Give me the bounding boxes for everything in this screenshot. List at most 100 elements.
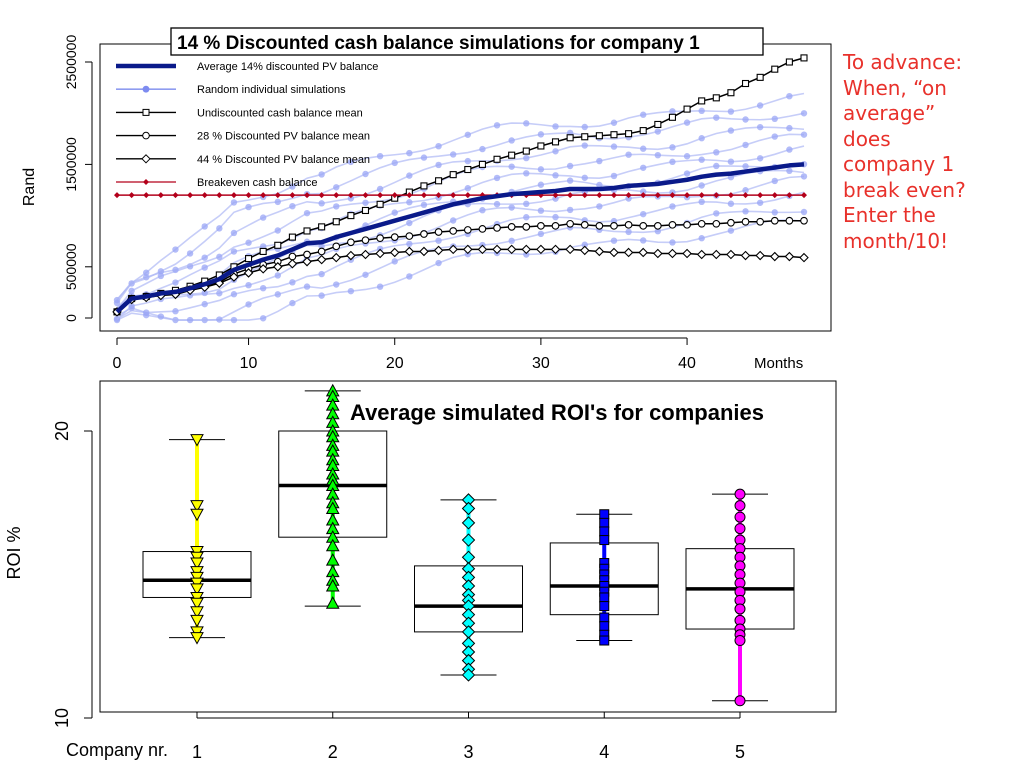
discount-44-point: [594, 246, 605, 257]
discount-44-point: [769, 251, 780, 262]
x-tick-label: 40: [678, 355, 696, 372]
simulation-point: [523, 214, 530, 221]
undiscounted-point: [376, 200, 384, 208]
data-point: [190, 597, 204, 611]
discount-28-point: [405, 232, 414, 240]
breakeven-point: [230, 192, 237, 199]
data-point: [190, 614, 204, 628]
simulation-point: [391, 258, 398, 265]
legend-marker: [143, 179, 149, 185]
undiscounted-point: [332, 218, 340, 226]
simulation-point: [318, 171, 325, 178]
discount-44-point: [433, 245, 444, 256]
discount-28-point: [756, 217, 764, 226]
breakeven-point: [304, 192, 311, 199]
x-tick-label: 3: [463, 742, 473, 762]
breakeven-point: [669, 192, 676, 199]
discount-28-point: [507, 223, 516, 231]
data-point: [734, 695, 746, 707]
undiscounted-point: [698, 97, 706, 105]
data-point: [461, 668, 476, 682]
data-point: [599, 535, 610, 546]
discount-44-point: [799, 252, 809, 263]
simulation-point: [771, 115, 778, 123]
discount-44-point: [243, 268, 254, 278]
simulation-point: [552, 213, 559, 221]
simulation-point: [216, 316, 223, 323]
simulation-point: [128, 302, 135, 310]
simulation-point: [640, 210, 647, 218]
simulation-point: [406, 199, 413, 206]
simulation-point: [333, 184, 340, 191]
simulation-point: [289, 203, 296, 210]
simulation-point: [245, 281, 252, 289]
x-tick-label: 2: [328, 742, 338, 762]
discount-44-point: [360, 249, 371, 260]
x-tick-label: 10: [240, 355, 258, 372]
discount-28-point: [595, 221, 604, 230]
simulation-point: [420, 154, 428, 161]
simulation-point: [683, 153, 691, 160]
discount-44-point: [316, 254, 327, 265]
simulation-point: [172, 246, 179, 253]
simulation-point: [259, 315, 267, 322]
simulation-point: [523, 200, 530, 208]
y-tick-label: 1500000: [63, 137, 79, 192]
simulation-point: [362, 199, 369, 206]
simulation-point: [742, 208, 749, 215]
simulation-point: [449, 151, 457, 158]
discount-28-point: [785, 216, 794, 225]
data-point: [599, 621, 610, 632]
simulation-point: [566, 206, 574, 214]
undiscounted-point: [727, 89, 735, 97]
simulation-point: [508, 137, 515, 144]
simulation-point: [669, 108, 676, 115]
breakeven-point: [727, 192, 734, 199]
discount-28-point: [727, 218, 735, 227]
simulation-point: [610, 237, 618, 244]
simulation-point: [376, 152, 384, 160]
simulation-point: [479, 145, 486, 153]
undiscounted-point: [449, 171, 457, 179]
discount-28-point: [668, 220, 677, 229]
simulation-point: [698, 107, 705, 115]
simulation-point: [771, 177, 778, 185]
undiscounted-point: [420, 182, 428, 190]
discount-28-point: [522, 223, 531, 231]
breakeven-point: [347, 192, 354, 199]
roi-boxplot: 1 2 3 4 5 10 20 Average simulated ROI's for co…: [4, 380, 837, 762]
undiscounted-point: [654, 120, 662, 129]
legend-marker: [142, 85, 150, 93]
breakeven-point: [318, 192, 325, 199]
simulation-point: [274, 198, 281, 206]
simulation-point: [552, 123, 559, 130]
simulation-point: [800, 208, 808, 216]
breakeven-point: [187, 192, 194, 199]
undiscounted-point: [756, 73, 764, 81]
simulation-point: [435, 259, 442, 267]
y-tick-label: 20: [52, 421, 72, 441]
simulation-point: [756, 155, 764, 162]
undiscounted-point: [347, 212, 355, 220]
discount-28-point: [493, 224, 501, 232]
breakeven-point: [435, 192, 442, 199]
simulation-point: [786, 124, 793, 132]
simulation-point: [756, 102, 764, 109]
simulation-point: [640, 145, 647, 152]
discount-28-point: [390, 233, 399, 241]
data-point: [734, 488, 746, 500]
discount-44-point: [726, 249, 736, 260]
simulation-point: [713, 149, 720, 156]
breakeven-point: [406, 192, 413, 199]
simulation-point: [756, 199, 764, 206]
discount-28-point: [580, 220, 589, 229]
legend-label: 44 % Discounted PV balance mean: [197, 154, 370, 166]
simulation-point: [493, 122, 501, 129]
simulation-point: [727, 158, 735, 165]
data-point: [461, 533, 476, 547]
undiscounted-point: [537, 142, 545, 150]
simulation-point: [347, 158, 355, 166]
simulation-point: [435, 142, 442, 150]
breakeven-point: [567, 192, 574, 199]
simulation-point: [625, 228, 632, 236]
